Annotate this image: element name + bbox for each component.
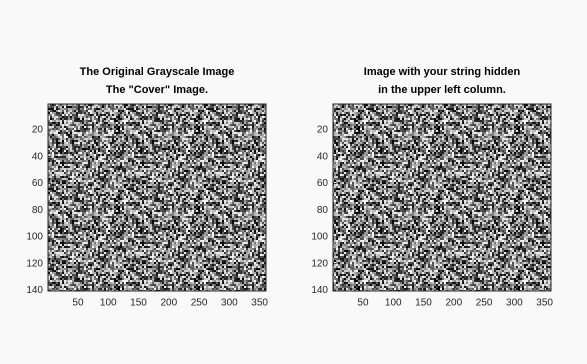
y-tick-label: 60 [317,178,329,189]
x-tick-label: 150 [130,298,147,309]
image [48,104,266,291]
y-tick-label: 120 [311,258,328,269]
y-tick-label: 100 [311,232,328,243]
axes-title: Image with your string hidden [364,66,521,78]
y-tick-label: 60 [32,178,44,189]
x-tick-label: 350 [536,298,553,309]
y-tick-label: 40 [317,151,329,162]
x-tick-label: 50 [357,298,369,309]
y-tick-label: 140 [26,285,43,296]
y-tick-label: 100 [26,232,43,243]
x-tick-label: 350 [251,298,268,309]
figure: The Original Grayscale Image The "Cover" … [0,0,587,364]
x-tick-label: 300 [506,298,523,309]
x-tick-label: 200 [160,298,177,309]
x-tick-label: 200 [445,298,462,309]
x-tick-label: 100 [100,298,117,309]
y-tick-label: 80 [317,205,329,216]
axes-title: The "Cover" Image. [106,84,208,96]
x-tick-label: 300 [221,298,238,309]
axes-title: in the upper left column. [378,84,506,96]
x-tick-label: 100 [385,298,402,309]
x-tick-label: 150 [415,298,432,309]
image [333,104,551,291]
x-tick-label: 250 [191,298,208,309]
axes-title: The Original Grayscale Image [80,66,235,78]
x-tick-label: 250 [476,298,493,309]
y-tick-label: 20 [32,125,44,136]
y-tick-label: 140 [311,285,328,296]
y-tick-label: 120 [26,258,43,269]
y-tick-label: 20 [317,125,329,136]
y-tick-label: 40 [32,151,44,162]
y-tick-label: 80 [32,205,44,216]
x-tick-label: 50 [72,298,84,309]
